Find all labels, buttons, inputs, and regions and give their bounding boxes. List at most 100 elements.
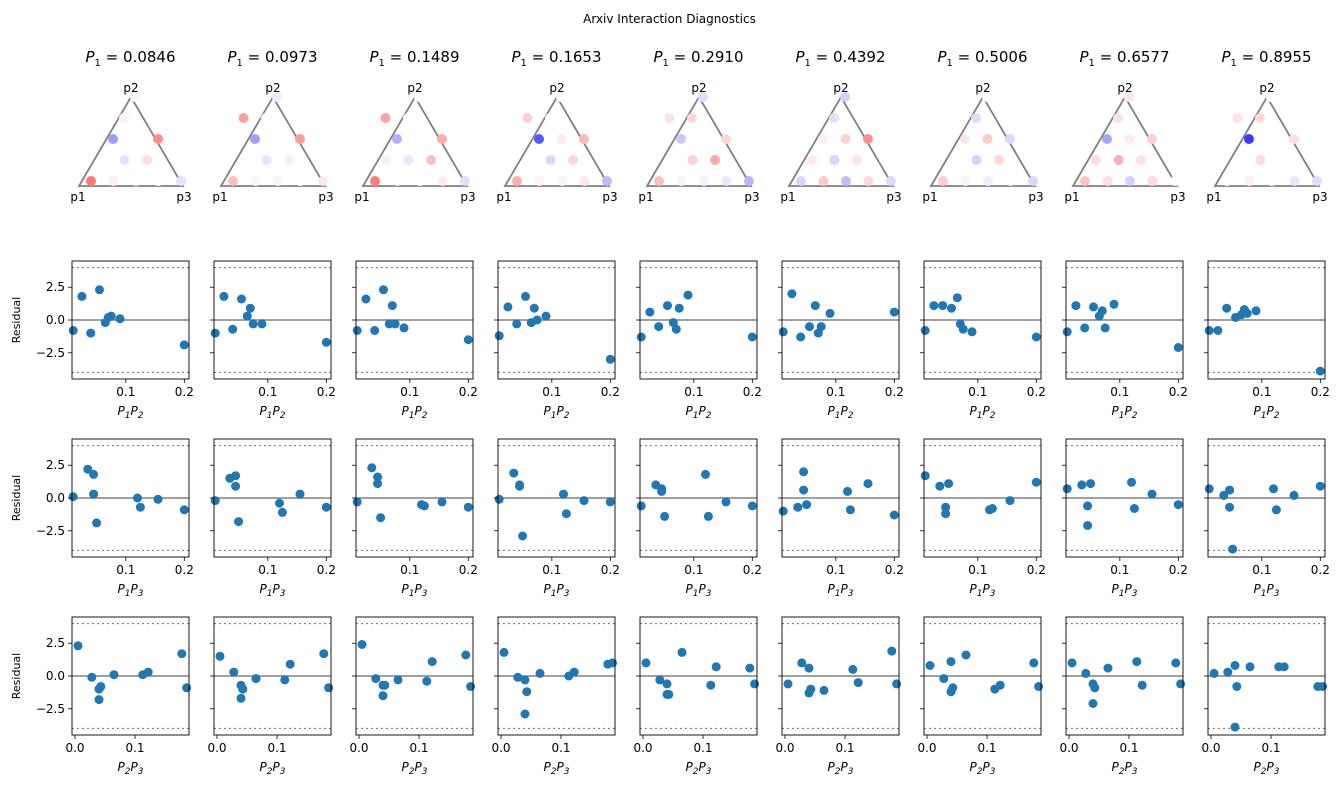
simplex-point [370,176,380,186]
residual-point [1171,658,1181,668]
x-tick-label: 0.2 [743,563,762,577]
residual-point [153,494,163,504]
residual-point [579,496,589,506]
simplex-point [1170,176,1180,186]
simplex-point [938,176,948,186]
residual-point [569,667,579,677]
corner-label-p3: p3 [460,190,475,204]
residual-point [1173,500,1183,510]
corner-label-p1: p1 [780,190,795,204]
x-axis-label: P1P3 [544,582,570,599]
x-axis-label: P1P3 [828,582,854,599]
x-axis-label: P1P2 [118,404,144,421]
residual-point [371,674,381,684]
residual-point [1062,327,1072,337]
residual-point [494,331,504,341]
simplex-point [176,176,186,186]
panel-title: P1 = 0.8955 [1221,48,1311,69]
residual-point [1088,699,1098,708]
corner-label-p2: p2 [1259,81,1274,95]
residual-point [636,332,646,342]
residual-point [1230,722,1240,732]
residual-point [778,506,788,516]
x-tick-label: 0.2 [459,385,478,399]
y-tick-label: 2.5 [46,458,65,472]
simplex-point [1244,176,1255,186]
residual-point [1318,682,1328,691]
x-axis-label: P2P3 [402,760,428,777]
simplex-point [863,134,873,144]
residual-point [515,481,525,491]
residual-point [529,303,539,313]
simplex-triangle [645,95,753,187]
residual-point [466,682,476,691]
residual-point [935,481,945,491]
residual-point [1097,306,1107,316]
simplex-point [948,113,959,123]
simplex-point [97,155,107,165]
simplex-triangle [361,95,469,187]
residual-point [1279,662,1289,672]
residual-point [683,290,693,300]
residual-point [1071,301,1081,311]
simplex-point [261,155,272,165]
x-axis-label: P2P3 [686,760,712,777]
simplex-point [807,155,817,165]
residual-point [367,463,377,473]
residual-point [892,679,902,689]
panel-title: P1 = 0.0846 [85,48,175,69]
simplex-point [687,155,698,165]
simplex-point [1102,176,1113,186]
residual-point [135,502,145,512]
residual-point [706,680,716,690]
residual-point [399,323,409,333]
simplex-point [1125,176,1135,186]
simplex-point [982,134,993,144]
residual-point [819,685,829,695]
residual-point [810,301,820,311]
x-tick-label: 0.1 [400,563,419,577]
x-tick-label: 0.1 [1119,741,1138,755]
residual-point [521,291,530,301]
x-axis-label: P1P2 [402,404,428,421]
residual-point [1137,680,1147,690]
x-tick-label: 0.0 [917,741,936,755]
residual-point [946,657,956,667]
residual-point [373,472,383,482]
residual-point [520,709,530,719]
residual-point [179,505,189,515]
residual-point [231,471,241,481]
residual-point [257,319,267,329]
residual-point [236,693,246,703]
residual-point [1077,480,1087,490]
simplex-point [840,92,850,102]
corner-label-p3: p3 [1312,190,1327,204]
x-tick-label: 0.1 [1261,741,1280,755]
simplex-point [1222,176,1232,186]
residual-point [1209,668,1219,678]
residual-point [277,507,287,517]
x-axis-label: P2P3 [118,760,144,777]
simplex-point [142,155,152,165]
y-tick-label: 0.0 [46,313,65,327]
residual-point [797,658,807,668]
residual-point [352,326,362,335]
residual-point [806,684,816,694]
x-axis-label: P1P2 [1112,404,1138,421]
residual-point [215,651,225,661]
simplex-point [523,155,533,165]
x-tick-label: 0.1 [1252,385,1271,399]
corner-label-p1: p1 [1206,190,1221,204]
residual-point [987,504,997,513]
x-tick-label: 0.2 [1311,385,1330,399]
residual-point [711,662,721,672]
residual-point [920,471,930,481]
x-tick-label: 0.0 [1201,741,1220,755]
residual-point [664,689,674,699]
simplex-point [460,176,470,186]
x-tick-label: 0.0 [491,741,510,755]
residual-point [889,307,899,317]
residual-point [941,502,951,512]
y-axis-label: Residual [10,297,23,343]
